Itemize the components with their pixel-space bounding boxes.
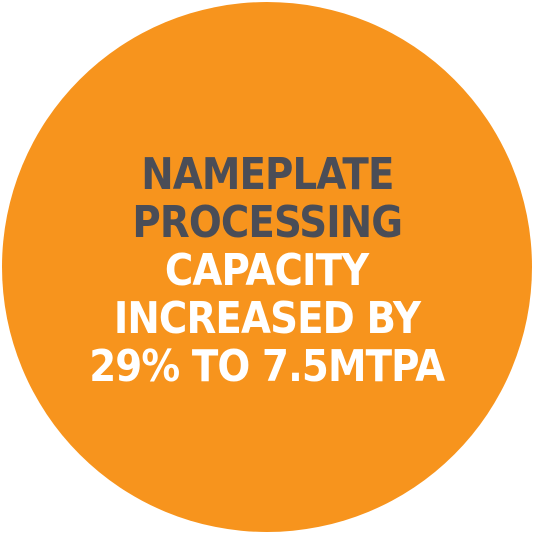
- badge-line-3: CAPACITY: [165, 245, 369, 296]
- badge-line-5: 29% TO 7.5MTPA: [89, 341, 446, 392]
- badge-text-block: NAMEPLATE PROCESSING CAPACITY INCREASED …: [65, 151, 468, 391]
- badge-line-2: PROCESSING: [132, 197, 403, 248]
- badge-line-4: INCREASED BY: [113, 293, 421, 344]
- badge-line-1: NAMEPLATE: [140, 149, 394, 200]
